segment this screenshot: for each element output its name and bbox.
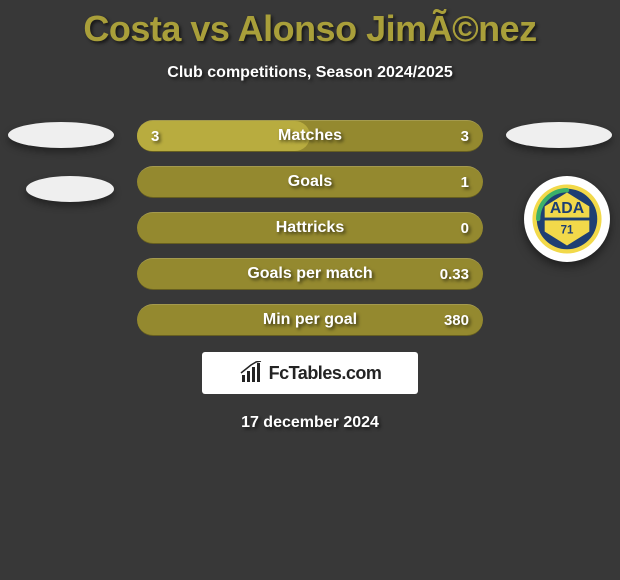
footer-date: 17 december 2024 — [0, 414, 620, 432]
stat-bar-goals-per-match: Goals per match 0.33 — [137, 258, 483, 290]
stat-right-value: 0.33 — [440, 266, 469, 283]
stat-label: Goals per match — [247, 265, 372, 283]
stat-right-value: 0 — [461, 220, 469, 237]
stat-bar-min-per-goal: Min per goal 380 — [137, 304, 483, 336]
page-subtitle: Club competitions, Season 2024/2025 — [0, 64, 620, 82]
stats-table: 3 Matches 3 Goals 1 Hattricks 0 Goals pe… — [0, 120, 620, 336]
source-logo-text: FcTables.com — [269, 363, 382, 384]
stat-right-value: 3 — [461, 128, 469, 145]
stat-right-value: 380 — [444, 312, 469, 329]
stat-right-value: 1 — [461, 174, 469, 191]
stat-bar-goals: Goals 1 — [137, 166, 483, 198]
stat-label: Min per goal — [263, 311, 357, 329]
stat-row: Goals 1 — [0, 166, 620, 198]
stat-row: Goals per match 0.33 — [0, 258, 620, 290]
stat-label: Hattricks — [276, 219, 344, 237]
stat-row: Min per goal 380 — [0, 304, 620, 336]
page-title: Costa vs Alonso JimÃ©nez — [0, 0, 620, 50]
stat-left-value: 3 — [151, 128, 159, 145]
stat-bar-hattricks: Hattricks 0 — [137, 212, 483, 244]
stat-bar-matches: 3 Matches 3 — [137, 120, 483, 152]
stat-label: Goals — [288, 173, 332, 191]
stat-row: 3 Matches 3 — [0, 120, 620, 152]
bar-chart-icon — [239, 361, 263, 385]
stat-label: Matches — [278, 127, 342, 145]
stat-row: Hattricks 0 — [0, 212, 620, 244]
source-logo: FcTables.com — [202, 352, 418, 394]
